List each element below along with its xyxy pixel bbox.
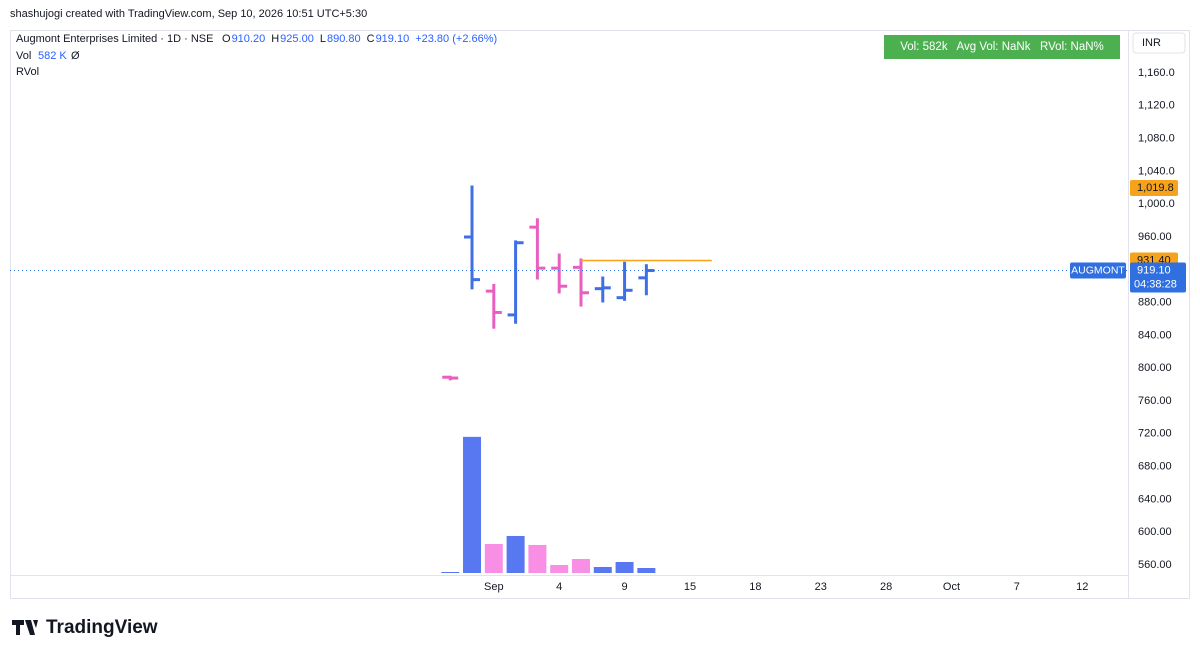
logo-icon: [12, 620, 38, 635]
y-tick-label: 560.00: [1138, 559, 1172, 571]
stats-box: [884, 35, 1120, 59]
x-tick-label: 12: [1076, 581, 1088, 593]
ohlc-key: L: [320, 33, 326, 45]
x-tick-label: 4: [556, 581, 562, 593]
volume-bar: [463, 436, 482, 573]
volume-bar: [615, 561, 634, 573]
volume-bar: [528, 544, 547, 573]
y-tick-label: 1,120.0: [1138, 100, 1175, 112]
y-tick-label: 880.00: [1138, 297, 1172, 309]
volume-legend-extra: Ø: [71, 50, 80, 62]
ohlc-key: H: [271, 33, 279, 45]
ohlc-value: 925.00: [280, 33, 314, 45]
y-tick-label: 800.00: [1138, 362, 1172, 374]
last-price-box: [1130, 262, 1186, 293]
volume-bar: [484, 543, 503, 573]
volume-bar: [593, 566, 612, 573]
stats-text: Vol: 582k Avg Vol: NaNk RVol: NaN%: [900, 41, 1104, 53]
y-tick-label: 720.00: [1138, 428, 1172, 440]
volume-legend-value: 582 K: [38, 50, 67, 62]
ohlc-key: C: [367, 33, 375, 45]
y-tick-label: 760.00: [1138, 395, 1172, 407]
x-tick-label: 7: [1014, 581, 1020, 593]
volume-legend-name: Vol: [16, 50, 31, 62]
x-tick-label: 15: [684, 581, 696, 593]
volume-bar: [506, 535, 525, 573]
x-tick-label: Oct: [943, 581, 960, 593]
x-tick-label: 9: [622, 581, 628, 593]
y-tick-label: 960.00: [1138, 231, 1172, 243]
change: +23.80 (+2.66%): [415, 33, 497, 45]
logo-text: TradingView: [46, 617, 158, 638]
y-tick-label: 840.00: [1138, 329, 1172, 341]
y-tick-label: 1,040.0: [1138, 165, 1175, 177]
volume-bar: [550, 564, 569, 573]
price-label: 1,019.8: [1137, 182, 1174, 194]
caption: shashujogi created with TradingView.com,…: [10, 8, 367, 20]
price-label-box: [1130, 179, 1178, 196]
x-tick-label: 23: [815, 581, 827, 593]
volume-bar: [637, 567, 656, 573]
ohlc-key: O: [222, 33, 231, 45]
x-tick-label: Sep: [484, 581, 504, 593]
ohlc-value: 910.20: [232, 33, 266, 45]
y-tick-label: 1,000.0: [1138, 198, 1175, 210]
ohlc-value: 890.80: [327, 33, 361, 45]
volume-bar: [441, 572, 460, 573]
x-tick-label: 28: [880, 581, 892, 593]
last-price-label: 919.10: [1137, 264, 1171, 276]
y-tick-label: 600.00: [1138, 526, 1172, 538]
y-tick-label: 1,080.0: [1138, 132, 1175, 144]
rvol-legend: RVol: [16, 66, 39, 78]
volume-bar: [571, 558, 590, 573]
symbol: Augmont Enterprises Limited · 1D · NSE: [16, 33, 213, 45]
currency-button[interactable]: [1132, 32, 1186, 54]
x-tick-label: 18: [749, 581, 761, 593]
currency[interactable]: INR: [1142, 37, 1161, 49]
chart-frame: [10, 30, 1190, 599]
symbol-label: AUGMONT: [1071, 264, 1125, 276]
y-tick-label: 1,160.0: [1138, 67, 1175, 79]
ohlc-value: 919.10: [376, 33, 410, 45]
y-tick-label: 640.00: [1138, 493, 1172, 505]
symbol-box: [1070, 262, 1126, 279]
countdown: 04:38:28: [1134, 278, 1177, 290]
logo: TradingView: [12, 617, 158, 638]
y-tick-label: 680.00: [1138, 461, 1172, 473]
